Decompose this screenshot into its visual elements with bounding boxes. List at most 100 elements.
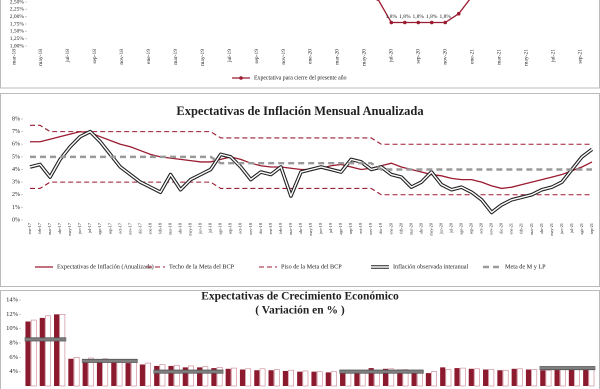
- bar: [583, 368, 589, 386]
- bar: [454, 368, 460, 386]
- bar: [288, 369, 294, 387]
- bar: [316, 371, 323, 387]
- x-tick-label: feb-18: [157, 223, 162, 234]
- x-tick-label: dic-20: [499, 223, 504, 234]
- bar: [245, 368, 252, 387]
- legend-swatch: [239, 76, 243, 80]
- y-tick-label: 8%: [9, 339, 18, 346]
- x-tick-label: feb-19: [278, 223, 283, 234]
- y-tick-label: 1,25%: [10, 36, 25, 42]
- bar: [125, 363, 131, 386]
- x-tick-label: sep-20: [469, 223, 474, 234]
- bar: [154, 365, 160, 386]
- data-label: 1,8%: [386, 14, 398, 20]
- bar: [574, 367, 580, 387]
- x-tick-label: abr-20: [418, 223, 423, 234]
- line: [377, 0, 471, 24]
- legend-label: Techo de la Meta del BCP: [169, 263, 235, 270]
- bar: [382, 368, 389, 386]
- x-tick-label: ene-17: [27, 223, 32, 234]
- legend-label: Expectativas de Inflación (Anualizada): [57, 263, 154, 270]
- line: [30, 181, 592, 196]
- bar: [474, 368, 480, 387]
- x-tick-label: jul-20: [448, 223, 453, 234]
- bar: [354, 370, 360, 386]
- x-tick-label: sep-18: [92, 49, 98, 64]
- x-tick-label: may-19: [200, 49, 206, 66]
- line: [24, 337, 596, 374]
- x-tick-label: nov-19: [281, 49, 287, 65]
- legend-label: Inflación observada interanual: [393, 263, 469, 270]
- x-tick-label: oct-20: [479, 223, 484, 234]
- x-tick-label: feb-21: [519, 223, 524, 234]
- bar: [130, 361, 137, 387]
- x-tick-label: may-18: [188, 223, 193, 236]
- x-tick-label: may-20: [428, 223, 433, 236]
- x-tick-label: nov-20: [489, 223, 494, 235]
- bar: [431, 371, 437, 387]
- y-tick-label: 7%: [12, 129, 20, 135]
- x-tick-label: jun-17: [77, 223, 82, 235]
- x-tick-label: jul-18: [65, 49, 71, 63]
- bar: [82, 359, 88, 386]
- bar: [173, 364, 180, 387]
- bar: [216, 367, 223, 387]
- x-tick-label: oct-19: [358, 223, 363, 234]
- x-tick-label: nov-20: [443, 49, 449, 65]
- line: [30, 124, 592, 145]
- bar: [45, 315, 51, 387]
- data-label: 1,8%: [399, 14, 411, 20]
- bar: [425, 373, 431, 386]
- bar: [445, 369, 452, 387]
- panel-frame: [0, 93, 600, 287]
- x-tick-label: sep-21: [589, 223, 594, 234]
- bar: [559, 368, 566, 387]
- x-tick-label: ene-18: [147, 223, 152, 234]
- bar: [297, 371, 303, 386]
- bar: [311, 371, 317, 386]
- bar: [517, 368, 523, 387]
- x-tick-label: nov-18: [248, 223, 253, 235]
- bar: [259, 368, 266, 387]
- bar: [282, 370, 288, 386]
- y-tick-label: 10%: [6, 325, 19, 332]
- x-tick-label: sep-19: [254, 49, 260, 64]
- bar: [145, 362, 151, 387]
- bar: [502, 369, 509, 387]
- bar: [54, 314, 60, 386]
- point: [403, 20, 407, 25]
- bar: [30, 319, 37, 387]
- x-tick-label: ago-20: [459, 223, 464, 235]
- bar: [68, 358, 74, 386]
- bar: [202, 366, 209, 387]
- bar: [545, 369, 552, 387]
- x-tick-label: abr-19: [298, 223, 303, 234]
- x-tick-label: may-21: [549, 223, 554, 236]
- x-tick-label: nov-18: [119, 49, 125, 65]
- bar: [588, 369, 595, 387]
- x-tick-label: sep-21: [577, 49, 583, 64]
- bar: [197, 367, 203, 386]
- bar: [88, 357, 94, 387]
- y-tick-label: 0%: [12, 217, 20, 223]
- bar: [531, 369, 538, 387]
- bar: [388, 368, 395, 387]
- x-tick-label: abr-21: [539, 223, 544, 234]
- line: [30, 155, 592, 171]
- x-tick-label: mar-19: [288, 223, 293, 235]
- x-tick-label: jun-21: [559, 223, 564, 235]
- x-tick-label: jul-21: [550, 49, 556, 63]
- x-tick-label: abr-17: [57, 223, 62, 234]
- x-tick-label: may-19: [308, 223, 313, 236]
- bar: [25, 321, 31, 386]
- y-tick-label: 12%: [6, 311, 19, 318]
- chart-title: Expectativas de Crecimiento Económico: [201, 291, 399, 303]
- x-tick-label: ene-21: [469, 49, 475, 64]
- x-tick-label: jun-19: [318, 223, 323, 235]
- bar: [368, 368, 374, 386]
- point: [443, 20, 448, 25]
- x-tick-label: nov-17: [127, 223, 132, 235]
- x-tick-label: ene-20: [388, 223, 393, 234]
- chart-title: Expectativas de Inflación Mensual Anuali…: [176, 104, 424, 118]
